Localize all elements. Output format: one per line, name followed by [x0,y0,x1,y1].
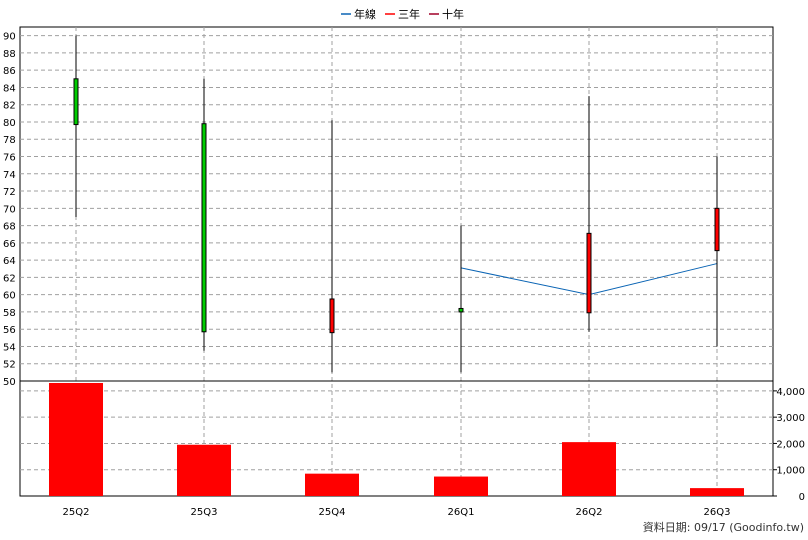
candle-26Q1 [458,225,464,373]
candle-26Q3 [714,156,720,347]
candle-25Q2 [73,35,79,217]
price-tick-label: 72 [3,187,16,198]
volume-bar-25Q2 [49,383,103,496]
volume-bar-26Q3 [690,488,744,496]
volume-bar-26Q1 [434,476,488,496]
volume-plot-area [19,380,774,497]
candle-25Q3 [201,78,207,351]
volume-tick-label: 1,000 [776,466,805,477]
legend-label: 年線 [354,7,376,21]
price-tick-label: 90 [3,32,16,43]
legend-item: 年線 [341,7,376,21]
price-tick-label: 50 [3,377,16,388]
candle-body [73,78,79,126]
price-tick-label: 62 [3,273,16,284]
legend-label: 十年 [442,7,464,21]
candle-body [201,123,207,333]
x-tick-label: 25Q4 [319,507,346,518]
price-tick-label: 68 [3,222,16,233]
price-tick-label: 70 [3,204,16,215]
x-tick-label: 26Q1 [448,507,475,518]
volume-bars [49,383,744,496]
candle-body [714,207,720,252]
candle-body [458,307,464,313]
price-tick-label: 60 [3,291,16,302]
footer-text: 資料日期: 09/17 (Goodinfo.tw) [643,520,804,534]
x-tick-label: 26Q2 [576,507,603,518]
price-tick-label: 56 [3,325,16,336]
candles [73,35,720,373]
price-axis: 50 52 54 56 58 60 62 64 66 68 70 72 74 76 78 80 82 84 86 88… [3,32,16,388]
volume-tick-label: 2,000 [776,439,805,450]
price-tick-label: 82 [3,101,16,112]
legend-item: 三年 [385,7,420,21]
price-plot-area [19,26,774,382]
price-tick-label: 84 [3,83,16,94]
price-tick-label: 88 [3,49,16,60]
candle-body [586,232,592,314]
volume-grid [20,390,773,471]
volume-tick-label: 3,000 [776,413,805,424]
price-tick-label: 74 [3,170,16,181]
price-tick-label: 52 [3,360,16,371]
legend: 年線 三年 十年 [341,7,464,21]
x-axis: 25Q2 25Q3 25Q4 26Q1 26Q2 26Q3 [63,507,731,518]
candle-body [329,298,335,334]
candle-26Q2 [586,96,592,332]
volume-bar-25Q3 [177,444,231,496]
price-tick-label: 64 [3,256,16,267]
volume-tick-label: 0 [799,492,805,503]
price-tick-label: 58 [3,308,16,319]
volume-tick-label: 4,000 [776,387,805,398]
legend-label: 三年 [398,7,420,21]
price-tick-label: 66 [3,239,16,250]
volume-bar-26Q2 [562,442,616,496]
volume-axis: 0 1,000 2,000 3,000 4,000 [773,387,805,503]
legend-item: 十年 [429,7,464,21]
price-tick-label: 80 [3,118,16,129]
volume-bar-25Q4 [305,473,359,496]
price-tick-label: 86 [3,66,16,77]
price-tick-label: 76 [3,153,16,164]
candle-25Q4 [329,120,335,373]
x-tick-label: 26Q3 [704,507,731,518]
x-tick-label: 25Q2 [63,507,90,518]
x-tick-label: 25Q3 [191,507,218,518]
price-tick-label: 54 [3,342,16,353]
price-tick-label: 78 [3,135,16,146]
